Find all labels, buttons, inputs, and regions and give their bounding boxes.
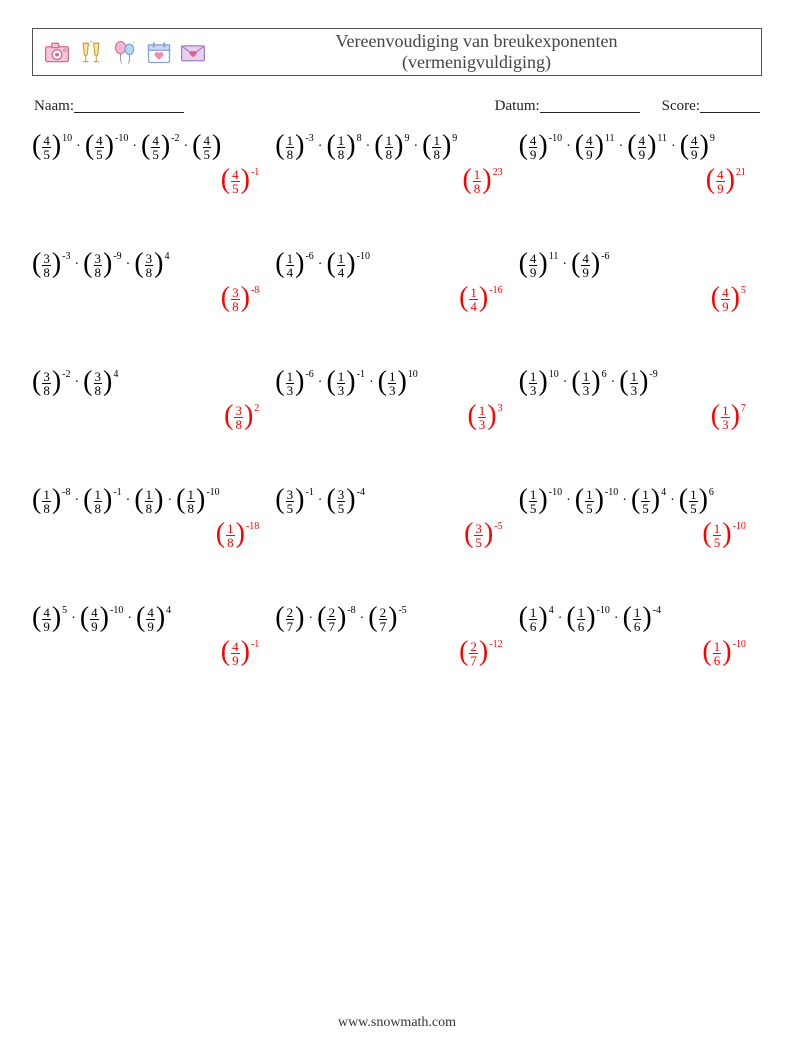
problem-answer: (49)21 [519,167,756,195]
problem-cell: (27)·(27)-8·(27)-5 (27)-12 [275,605,518,667]
problem-cell: (38)-2·(38)4 (38)2 [32,369,275,431]
problem-answer: (13)7 [519,403,756,431]
problem-expression: (16)4·(16)-10·(16)-4 [519,605,756,633]
problem-cell: (15)-10·(15)-10·(15)4·(15)6 (15)-10 [519,487,762,549]
envelope-heart-icon [179,38,207,66]
score-blank [700,98,760,113]
problem-row: (49)5·(49)-10·(49)4 (49)-1(27)·(27)-8·(27… [32,605,762,667]
problem-expression: (27)·(27)-8·(27)-5 [275,605,512,633]
problem-expression: (15)-10·(15)-10·(15)4·(15)6 [519,487,756,515]
problem-expression: (49)5·(49)-10·(49)4 [32,605,269,633]
problem-cell: (49)11·(49)-6 (49)5 [519,251,762,313]
problem-expression: (49)11·(49)-6 [519,251,756,279]
problem-cell: (14)-6·(14)-10 (14)-16 [275,251,518,313]
calendar-heart-icon [145,38,173,66]
problem-expression: (45)10·(45)-10·(45)-2·(45) [32,133,269,161]
problem-expression: (35)-1·(35)-4 [275,487,512,515]
problem-expression: (14)-6·(14)-10 [275,251,512,279]
problem-cell: (49)-10·(49)11·(49)11·(49)9 (49)21 [519,133,762,195]
problem-cell: (13)-6·(13)-1·(13)10 (13)3 [275,369,518,431]
problem-expression: (38)-2·(38)4 [32,369,269,397]
problem-expression: (38)-3·(38)-9·(38)4 [32,251,269,279]
problem-expression: (18)-3·(18)8·(18)9·(18)9 [275,133,512,161]
problem-answer: (38)2 [32,403,269,431]
problem-cell: (13)10·(13)6·(13)-9 (13)7 [519,369,762,431]
problem-answer: (16)-10 [519,639,756,667]
problem-answer: (27)-12 [275,639,512,667]
header-icon-row [33,38,207,66]
problem-answer: (49)-1 [32,639,269,667]
date-blank [540,98,640,113]
problem-cell: (38)-3·(38)-9·(38)4 (38)-8 [32,251,275,313]
problem-expression: (18)-8·(18)-1·(18)·(18)-10 [32,487,269,515]
problem-cell: (18)-3·(18)8·(18)9·(18)9 (18)23 [275,133,518,195]
problem-answer: (35)-5 [275,521,512,549]
problem-answer: (18)23 [275,167,512,195]
problem-cell: (45)10·(45)-10·(45)-2·(45) (45)-1 [32,133,275,195]
problem-answer: (18)-18 [32,521,269,549]
problem-cell: (49)5·(49)-10·(49)4 (49)-1 [32,605,275,667]
problem-cell: (16)4·(16)-10·(16)-4 (16)-10 [519,605,762,667]
problem-cell: (18)-8·(18)-1·(18)·(18)-10 (18)-18 [32,487,275,549]
problem-row: (45)10·(45)-10·(45)-2·(45) (45)-1(18)-3·(… [32,133,762,195]
problem-row: (18)-8·(18)-1·(18)·(18)-10 (18)-18(35)-1·… [32,487,762,549]
score-label: Score: [662,98,700,115]
problem-answer: (13)3 [275,403,512,431]
worksheet-header: Vereenvoudiging van breukexponenten (ver… [32,28,762,76]
date-label: Datum: [495,98,540,115]
problem-answer: (49)5 [519,285,756,313]
info-row: Naam: Datum: Score: [34,98,760,115]
problem-expression: (13)10·(13)6·(13)-9 [519,369,756,397]
toast-glasses-icon [77,38,105,66]
problem-row: (38)-2·(38)4(38)2(13)-6·(13)-1·(13)10(13… [32,369,762,431]
problem-answer: (15)-10 [519,521,756,549]
problems-grid: (45)10·(45)-10·(45)-2·(45) (45)-1(18)-3·(… [32,133,762,667]
problem-row: (38)-3·(38)-9·(38)4(38)-8(14)-6·(14)-10(… [32,251,762,313]
problem-cell: (35)-1·(35)-4 (35)-5 [275,487,518,549]
name-label: Naam: [34,98,74,115]
problem-expression: (49)-10·(49)11·(49)11·(49)9 [519,133,756,161]
worksheet-title: Vereenvoudiging van breukexponenten (ver… [207,31,761,72]
problem-answer: (14)-16 [275,285,512,313]
problem-answer: (38)-8 [32,285,269,313]
problem-answer: (45)-1 [32,167,269,195]
name-blank [74,98,184,113]
camera-icon [43,38,71,66]
footer-url: www.snowmath.com [0,1015,794,1031]
balloons-icon [111,38,139,66]
title-line-1: Vereenvoudiging van breukexponenten [207,31,746,52]
title-line-2: (vermenigvuldiging) [207,52,746,73]
problem-expression: (13)-6·(13)-1·(13)10 [275,369,512,397]
